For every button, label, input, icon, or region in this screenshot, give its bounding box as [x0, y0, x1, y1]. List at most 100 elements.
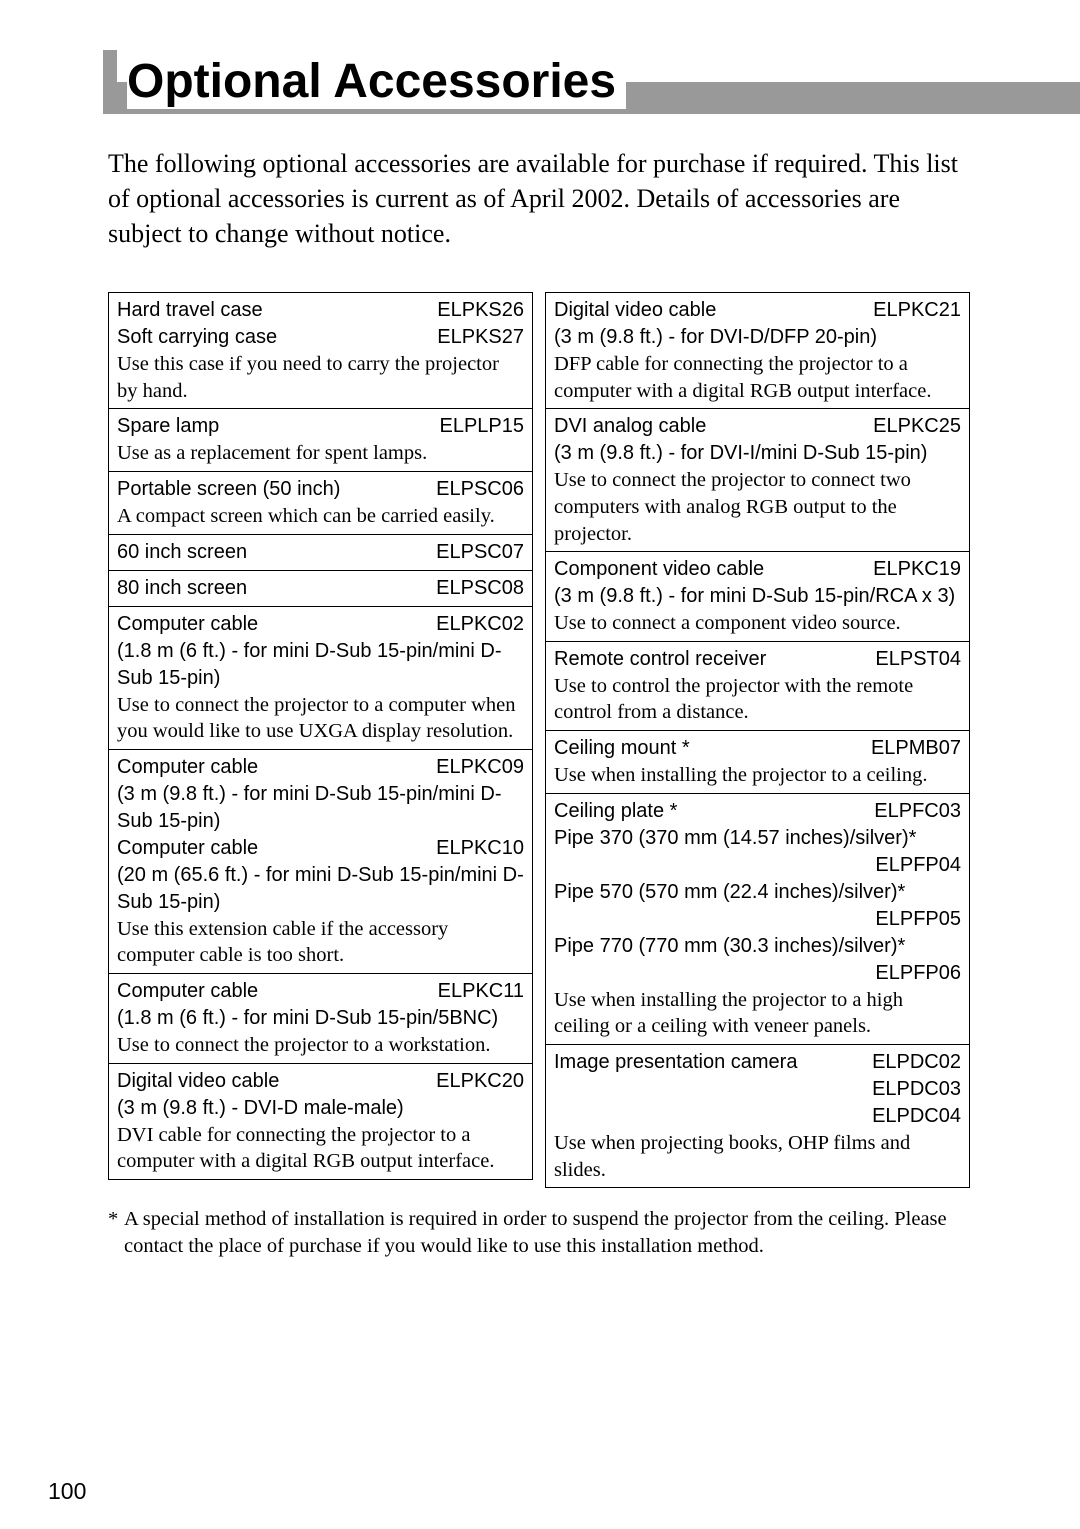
- pipe-name: Pipe 570 (570 mm (22.4 inches)/silver)*: [554, 879, 961, 906]
- accessory-name: Hard travel case: [117, 297, 429, 324]
- accessory-cell: DVI analog cable ELPKC25(3 m (9.8 ft.) - …: [545, 408, 970, 552]
- accessory-code: ELPSC06: [436, 476, 524, 503]
- pipe-code-line: ELPFP05: [554, 906, 961, 933]
- entry-line: Component video cableELPKC19: [554, 556, 961, 583]
- accessory-desc: Use to connect the projector to a comput…: [117, 692, 524, 745]
- accessory-desc: Use to control the projector with the re…: [554, 673, 961, 726]
- accessory-code: ELPKC02: [436, 611, 524, 638]
- accessory-code: ELPMB07: [871, 735, 961, 762]
- accessory-spec: (20 m (65.6 ft.) - for mini D-Sub 15-pin…: [117, 862, 524, 916]
- accessory-code: ELPFP06: [875, 960, 961, 987]
- entry-line: ELPDC03: [554, 1076, 961, 1103]
- right-column: Digital video cableELPKC21(3 m (9.8 ft.)…: [545, 292, 970, 1188]
- entry-line: Computer cable ELPKC02: [117, 611, 524, 638]
- accessory-name: Computer cable: [117, 835, 428, 862]
- page-number: 100: [48, 1478, 86, 1505]
- accessory-desc: DVI cable for connecting the projector t…: [117, 1122, 524, 1175]
- accessory-name: DVI analog cable: [554, 413, 865, 440]
- accessory-desc: Use as a replacement for spent lamps.: [117, 440, 524, 467]
- accessory-name: Soft carrying case: [117, 324, 429, 351]
- accessory-code: ELPKC11: [438, 978, 524, 1005]
- accessory-cell: Computer cable ELPKC09(3 m (9.8 ft.) - fo…: [108, 749, 533, 974]
- title-block: [103, 50, 117, 114]
- accessory-cell: Computer cableELPKC02(1.8 m (6 ft.) - fo…: [108, 606, 533, 750]
- accessory-desc: Use when projecting books, OHP films and…: [554, 1130, 961, 1183]
- accessory-name: Digital video cable: [117, 1068, 428, 1095]
- accessory-name: Remote control receiver: [554, 646, 867, 673]
- accessory-spec: (3 m (9.8 ft.) - for DVI-D/DFP 20-pin): [554, 324, 961, 351]
- accessory-code: ELPKC09: [436, 754, 524, 781]
- accessory-name: Computer cable: [117, 978, 430, 1005]
- accessory-cell: Remote control receiver ELPST04Use to con…: [545, 641, 970, 731]
- entry-line: DVI analog cable ELPKC25: [554, 413, 961, 440]
- accessory-name: Computer cable: [117, 754, 428, 781]
- accessory-code: ELPFP04: [875, 852, 961, 879]
- accessory-code: ELPFC03: [874, 798, 961, 825]
- accessory-desc: Use this extension cable if the accessor…: [117, 916, 524, 969]
- accessory-spec: (3 m (9.8 ft.) - for mini D-Sub 15-pin/R…: [554, 583, 961, 610]
- accessory-cell: 60 inch screen ELPSC07: [108, 534, 533, 571]
- accessory-desc: Use when installing the projector to a h…: [554, 987, 961, 1040]
- accessory-code: ELPKS26: [437, 297, 524, 324]
- accessory-desc: A compact screen which can be carried ea…: [117, 503, 524, 530]
- entry-line: 80 inch screenELPSC08: [117, 575, 524, 602]
- accessory-code: ELPSC07: [436, 539, 524, 566]
- accessory-cell: Digital video cable ELPKC21(3 m (9.8 ft.)…: [545, 292, 970, 409]
- accessory-code: ELPKC21: [873, 297, 961, 324]
- entry-line: Portable screen (50 inch) ELPSC06: [117, 476, 524, 503]
- accessory-spec: (3 m (9.8 ft.) - for mini D-Sub 15-pin/m…: [117, 781, 524, 835]
- accessory-cell: Image presentation camera ELPDC02ELPDC03E…: [545, 1044, 970, 1188]
- accessory-spec: (3 m (9.8 ft.) - for DVI-I/mini D-Sub 15…: [554, 440, 961, 467]
- accessory-name: Image presentation camera: [554, 1049, 864, 1076]
- accessory-desc: Use to connect a component video source.: [554, 610, 961, 637]
- accessory-code: ELPDC04: [872, 1103, 961, 1130]
- accessory-name: Ceiling mount *: [554, 735, 863, 762]
- accessory-desc: Use to connect the projector to a workst…: [117, 1032, 524, 1059]
- entry-line: Digital video cable ELPKC21: [554, 297, 961, 324]
- accessory-name: Spare lamp: [117, 413, 431, 440]
- accessory-desc: DFP cable for connecting the projector t…: [554, 351, 961, 404]
- accessory-cell: Hard travel case ELPKS26 Soft carrying cas…: [108, 292, 533, 409]
- accessory-name: Portable screen (50 inch): [117, 476, 428, 503]
- entry-line: Image presentation camera ELPDC02: [554, 1049, 961, 1076]
- accessory-name: [554, 1103, 864, 1130]
- accessory-code: ELPLP15: [439, 413, 524, 440]
- accessory-name: Computer cable: [117, 611, 428, 638]
- accessory-code: ELPKC25: [873, 413, 961, 440]
- left-column: Hard travel case ELPKS26 Soft carrying cas…: [108, 292, 533, 1188]
- accessory-spec: (1.8 m (6 ft.) - for mini D-Sub 15-pin/5…: [117, 1005, 524, 1032]
- entry-line: Ceiling plate * ELPFC03: [554, 798, 961, 825]
- accessory-code: ELPST04: [875, 646, 961, 673]
- accessory-code: ELPDC02: [872, 1049, 961, 1076]
- accessory-cell: Portable screen (50 inch) ELPSC06A compac…: [108, 471, 533, 535]
- accessory-code: ELPKC20: [436, 1068, 524, 1095]
- accessory-code: ELPKC10: [436, 835, 524, 862]
- entry-line: Digital video cable ELPKC20: [117, 1068, 524, 1095]
- entry-line: Remote control receiver ELPST04: [554, 646, 961, 673]
- entry-line: Computer cable ELPKC09: [117, 754, 524, 781]
- accessory-cell: Spare lamp ELPLP15Use as a replacement fo…: [108, 408, 533, 472]
- accessory-code: ELPSC08: [436, 575, 524, 602]
- entry-line: Hard travel case ELPKS26: [117, 297, 524, 324]
- entry-line: ELPDC04: [554, 1103, 961, 1130]
- footnote-star: *: [108, 1206, 124, 1259]
- accessory-code: ELPFP05: [875, 906, 961, 933]
- pipe-code-line: ELPFP06: [554, 960, 961, 987]
- footnote-text: A special method of installation is requ…: [124, 1206, 970, 1259]
- accessory-cell: 80 inch screenELPSC08: [108, 570, 533, 607]
- accessory-cell: Ceiling mount *ELPMB07Use when installin…: [545, 730, 970, 794]
- entry-line: Ceiling mount * ELPMB07: [554, 735, 961, 762]
- accessory-name: Digital video cable: [554, 297, 865, 324]
- accessory-name: Ceiling plate *: [554, 798, 866, 825]
- accessory-name: [554, 1076, 864, 1103]
- accessories-tables: Hard travel case ELPKS26 Soft carrying cas…: [108, 292, 970, 1188]
- pipe-code-line: ELPFP04: [554, 852, 961, 879]
- entry-line: Computer cable ELPKC11: [117, 978, 524, 1005]
- entry-line: 60 inch screen ELPSC07: [117, 539, 524, 566]
- accessory-desc: Use to connect the projector to connect …: [554, 467, 961, 547]
- footnote: * A special method of installation is re…: [108, 1206, 970, 1259]
- accessory-cell: Computer cable ELPKC11(1.8 m (6 ft.) - fo…: [108, 973, 533, 1064]
- accessory-name: 60 inch screen: [117, 539, 428, 566]
- accessory-spec: (3 m (9.8 ft.) - DVI-D male-male): [117, 1095, 524, 1122]
- intro-paragraph: The following optional accessories are a…: [108, 146, 970, 251]
